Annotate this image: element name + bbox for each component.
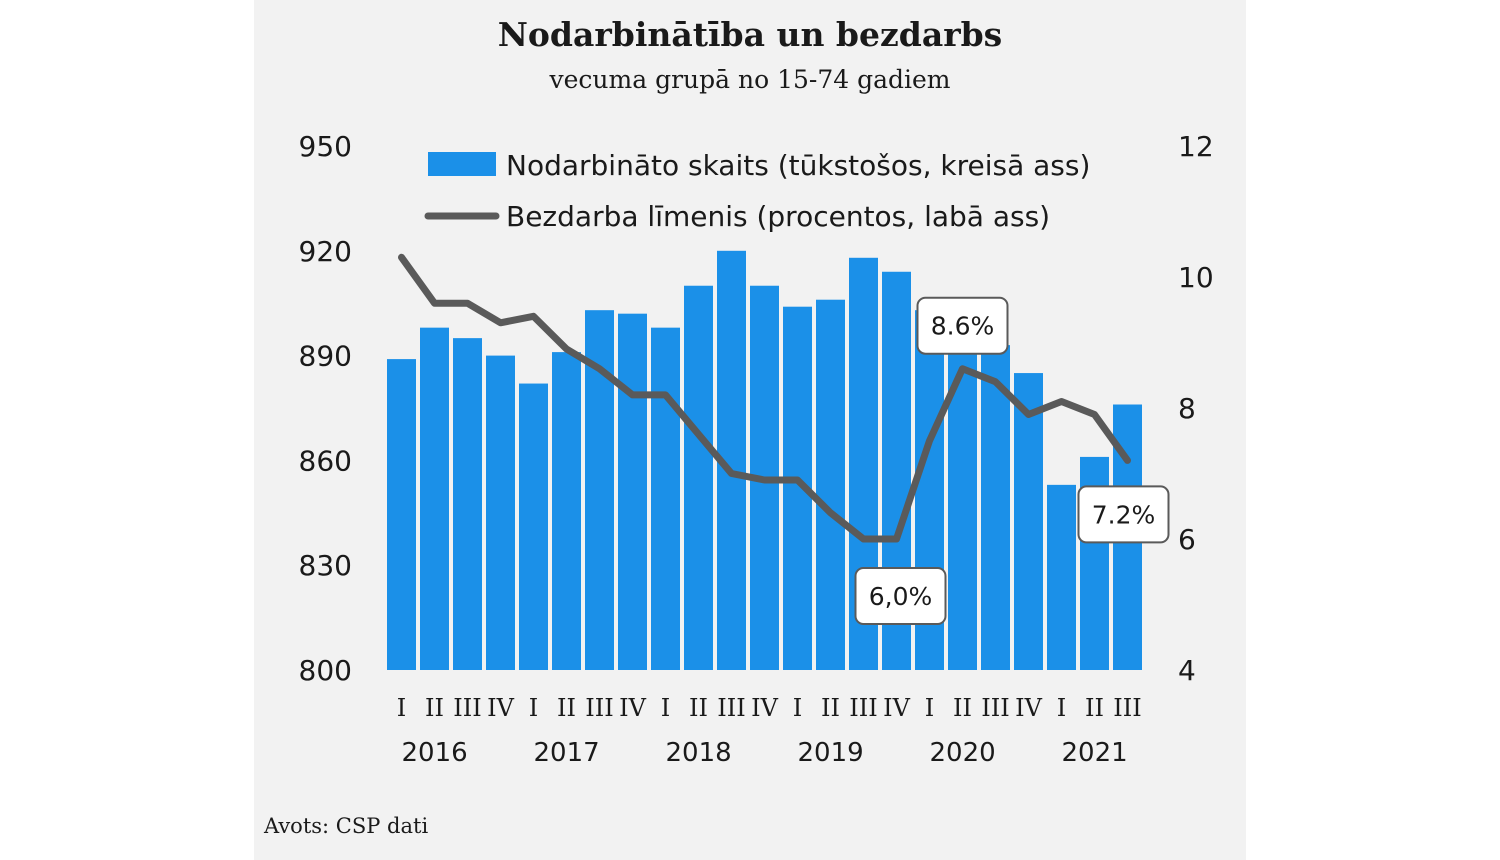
bar bbox=[684, 285, 713, 670]
year-label: 2017 bbox=[534, 738, 600, 768]
bar bbox=[552, 352, 581, 670]
quarter-label: IV bbox=[619, 694, 646, 722]
line-point bbox=[433, 302, 436, 305]
quarter-label: III bbox=[717, 694, 745, 722]
line-point bbox=[730, 472, 733, 475]
quarter-label: I bbox=[397, 694, 406, 722]
year-label: 2016 bbox=[402, 738, 468, 768]
quarter-label: III bbox=[849, 694, 877, 722]
left-tick-label: 890 bbox=[299, 340, 352, 373]
annotations: 8.6% 6,0% 7.2% bbox=[854, 296, 1170, 625]
left-tick-label: 830 bbox=[299, 549, 352, 582]
quarter-label: III bbox=[1113, 694, 1141, 722]
bar bbox=[816, 299, 845, 670]
quarter-label: I bbox=[925, 694, 934, 722]
right-tick-label: 8 bbox=[1178, 392, 1196, 425]
line-point bbox=[1060, 400, 1063, 403]
bar bbox=[486, 355, 515, 670]
quarter-label: I bbox=[529, 694, 538, 722]
quarter-label: II bbox=[689, 694, 708, 722]
quarter-label: II bbox=[953, 694, 972, 722]
bar bbox=[387, 359, 416, 670]
year-label: 2019 bbox=[798, 738, 864, 768]
right-axis: 4 6 8 10 12 bbox=[1178, 130, 1214, 687]
quarter-label: II bbox=[425, 694, 444, 722]
quarter-label: I bbox=[1057, 694, 1066, 722]
year-label: 2020 bbox=[930, 738, 996, 768]
chart-title: Nodarbinātība un bezdarbs bbox=[498, 15, 1003, 54]
line-point bbox=[1027, 413, 1030, 416]
bar bbox=[981, 345, 1010, 670]
line-point bbox=[961, 367, 964, 370]
line-point bbox=[499, 321, 502, 324]
quarter-label: IV bbox=[751, 694, 778, 722]
right-tick-label: 6 bbox=[1178, 523, 1196, 556]
legend: Nodarbināto skaits (tūkstošos, kreisā as… bbox=[424, 149, 1090, 233]
legend-label-line: Bezdarba līmenis (procentos, labā ass) bbox=[506, 200, 1050, 233]
callout: 6,0% bbox=[854, 567, 947, 625]
quarter-label: IV bbox=[487, 694, 514, 722]
line-point bbox=[928, 439, 931, 442]
left-tick-label: 860 bbox=[299, 444, 352, 477]
bar bbox=[519, 383, 548, 670]
callout-label: 6,0% bbox=[869, 582, 933, 611]
year-label: 2018 bbox=[666, 738, 732, 768]
bar-series bbox=[387, 250, 1142, 671]
quarter-label: II bbox=[821, 694, 840, 722]
line-point bbox=[697, 433, 700, 436]
line-point bbox=[829, 511, 832, 514]
quarter-label: II bbox=[1085, 694, 1104, 722]
bar bbox=[1047, 484, 1076, 670]
callout: 7.2% bbox=[1077, 485, 1170, 544]
legend-swatch-bars bbox=[428, 152, 496, 176]
right-tick-label: 4 bbox=[1178, 654, 1196, 687]
legend-label-bars: Nodarbināto skaits (tūkstošos, kreisā as… bbox=[506, 149, 1090, 182]
callout-box bbox=[854, 567, 947, 625]
quarter-label: IV bbox=[883, 694, 910, 722]
bar bbox=[618, 313, 647, 670]
x-axis: I II III IV I II III IV I II III IV I II III IV I II III IV… bbox=[397, 694, 1142, 768]
callout-label: 7.2% bbox=[1092, 500, 1156, 529]
quarter-label: II bbox=[557, 694, 576, 722]
left-axis: 800 830 860 890 920 950 bbox=[299, 130, 352, 687]
quarter-label: III bbox=[981, 694, 1009, 722]
bar bbox=[1014, 373, 1043, 670]
quarter-label: III bbox=[453, 694, 481, 722]
line-series bbox=[398, 253, 1131, 543]
line-point bbox=[664, 393, 667, 396]
chart-subtitle: vecuma grupā no 15-74 gadiem bbox=[548, 65, 950, 94]
left-tick-label: 950 bbox=[299, 130, 352, 163]
quarter-label: I bbox=[661, 694, 670, 722]
left-tick-label: 920 bbox=[299, 235, 352, 268]
line-point bbox=[994, 380, 997, 383]
bar bbox=[420, 327, 449, 670]
right-tick-label: 10 bbox=[1178, 261, 1214, 294]
left-tick-label: 800 bbox=[299, 654, 352, 687]
callout-box bbox=[916, 296, 1009, 355]
quarter-label: III bbox=[585, 694, 613, 722]
line-point bbox=[1126, 459, 1129, 462]
quarter-label: IV bbox=[1015, 694, 1042, 722]
source-note: Avots: CSP dati bbox=[263, 814, 428, 838]
line-point bbox=[565, 348, 568, 351]
year-label: 2021 bbox=[1062, 738, 1128, 768]
line-point bbox=[895, 538, 898, 540]
line-point bbox=[532, 315, 535, 318]
line-point bbox=[400, 256, 403, 259]
quarter-label: I bbox=[793, 694, 802, 722]
callout-label: 8.6% bbox=[931, 312, 995, 341]
line-point bbox=[763, 479, 766, 482]
bar bbox=[651, 327, 680, 670]
bar bbox=[453, 338, 482, 670]
callout-box bbox=[1077, 485, 1170, 544]
line-point bbox=[862, 538, 865, 540]
line-point bbox=[1093, 413, 1096, 416]
callout: 8.6% bbox=[916, 296, 1009, 355]
right-tick-label: 12 bbox=[1178, 130, 1214, 163]
line-point bbox=[796, 479, 799, 482]
line-point bbox=[631, 393, 634, 396]
line-point bbox=[466, 302, 469, 305]
line-point bbox=[598, 367, 601, 370]
